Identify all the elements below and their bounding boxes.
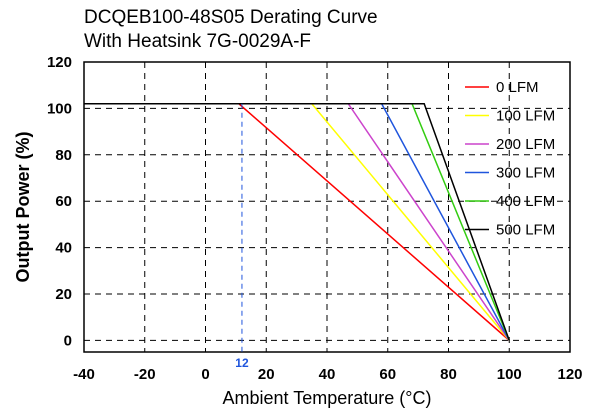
- y-tick-label: 40: [55, 240, 72, 257]
- legend: 0 LFM 100 LFM 200 LFM 300 LFM 400 LFM 500 LFM: [465, 79, 555, 239]
- legend-label: 100 LFM: [496, 108, 555, 125]
- x-tick-label: 20: [258, 366, 275, 383]
- x-tick-label: 40: [319, 366, 336, 383]
- y-axis-label: Output Power (%): [13, 132, 33, 283]
- x-tick-label: -40: [73, 366, 95, 383]
- y-tick-label: 80: [55, 147, 72, 164]
- legend-label: 500 LFM: [496, 222, 555, 239]
- chart-title-line-1: DCQEB100-48S05 Derating Curve: [84, 7, 378, 28]
- y-tick-label: 0: [64, 332, 72, 349]
- x-tick-label: -20: [134, 366, 156, 383]
- x-axis-label: Ambient Temperature (°C): [223, 388, 432, 408]
- legend-label: 400 LFM: [496, 193, 555, 210]
- x-tick-label: 0: [201, 366, 209, 383]
- annotation-label: 12: [235, 356, 249, 370]
- y-tick-label: 20: [55, 286, 72, 303]
- series-line-500-lfm: [84, 103, 510, 341]
- plot-frame: [83, 61, 571, 353]
- chart-title-line-2: With Heatsink 7G-0029A-F: [84, 31, 312, 52]
- y-tick-label: 60: [55, 193, 72, 210]
- x-tick-label: 120: [557, 366, 582, 383]
- x-tick-label: 80: [440, 366, 457, 383]
- legend-label: 200 LFM: [496, 136, 555, 153]
- y-tick-label: 120: [47, 54, 72, 71]
- x-tick-label: 100: [497, 366, 522, 383]
- y-tick-label: 100: [47, 100, 72, 117]
- x-tick-label: 60: [379, 366, 396, 383]
- legend-label: 300 LFM: [496, 165, 555, 182]
- legend-label: 0 LFM: [496, 79, 539, 96]
- series-line-300-lfm: [84, 103, 510, 341]
